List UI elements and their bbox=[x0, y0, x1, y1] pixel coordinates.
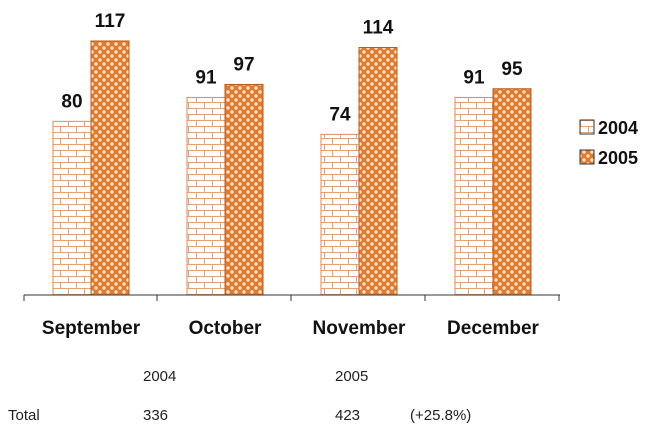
bar-november-2005 bbox=[358, 47, 398, 296]
summary-header-2005: 2005 bbox=[335, 368, 369, 385]
summary-total-2004: 336 bbox=[143, 407, 169, 424]
category-label-november: November bbox=[313, 318, 407, 339]
category-label-october: October bbox=[189, 318, 262, 339]
bar-september-2005 bbox=[90, 40, 130, 296]
summary-header-2004: 2004 bbox=[143, 368, 177, 385]
summary-total-2005: 423 bbox=[335, 407, 361, 424]
data-label-october-2004: 91 bbox=[195, 67, 217, 88]
data-label-september-2005: 117 bbox=[95, 11, 126, 32]
data-label-september-2004: 80 bbox=[61, 91, 82, 112]
summary-change: (+25.8%) bbox=[410, 407, 472, 424]
data-label-december-2005: 95 bbox=[501, 59, 523, 80]
bar-december-2005 bbox=[492, 88, 532, 296]
category-label-september: September bbox=[42, 318, 141, 339]
legend-swatch-2004 bbox=[579, 119, 595, 135]
summary-row-label: Total bbox=[8, 407, 40, 424]
data-label-november-2005: 114 bbox=[363, 18, 394, 39]
bar-chart: 80 117 September 91 97 October 74 114 November 91… bbox=[23, 11, 638, 339]
legend-swatch-2005 bbox=[579, 149, 595, 165]
legend-label-2005: 2005 bbox=[598, 148, 638, 168]
category-label-december: December bbox=[447, 318, 539, 339]
legend-label-2004: 2004 bbox=[598, 118, 638, 138]
data-label-december-2004: 91 bbox=[463, 67, 485, 88]
bar-october-2004 bbox=[186, 96, 226, 296]
bar-december-2004 bbox=[454, 96, 494, 296]
bar-october-2005 bbox=[224, 83, 264, 296]
data-label-november-2004: 74 bbox=[329, 104, 351, 125]
legend: 2004 2005 bbox=[579, 118, 638, 168]
data-label-october-2005: 97 bbox=[233, 54, 254, 75]
bar-september-2004 bbox=[52, 120, 92, 296]
bar-november-2004 bbox=[320, 133, 360, 296]
